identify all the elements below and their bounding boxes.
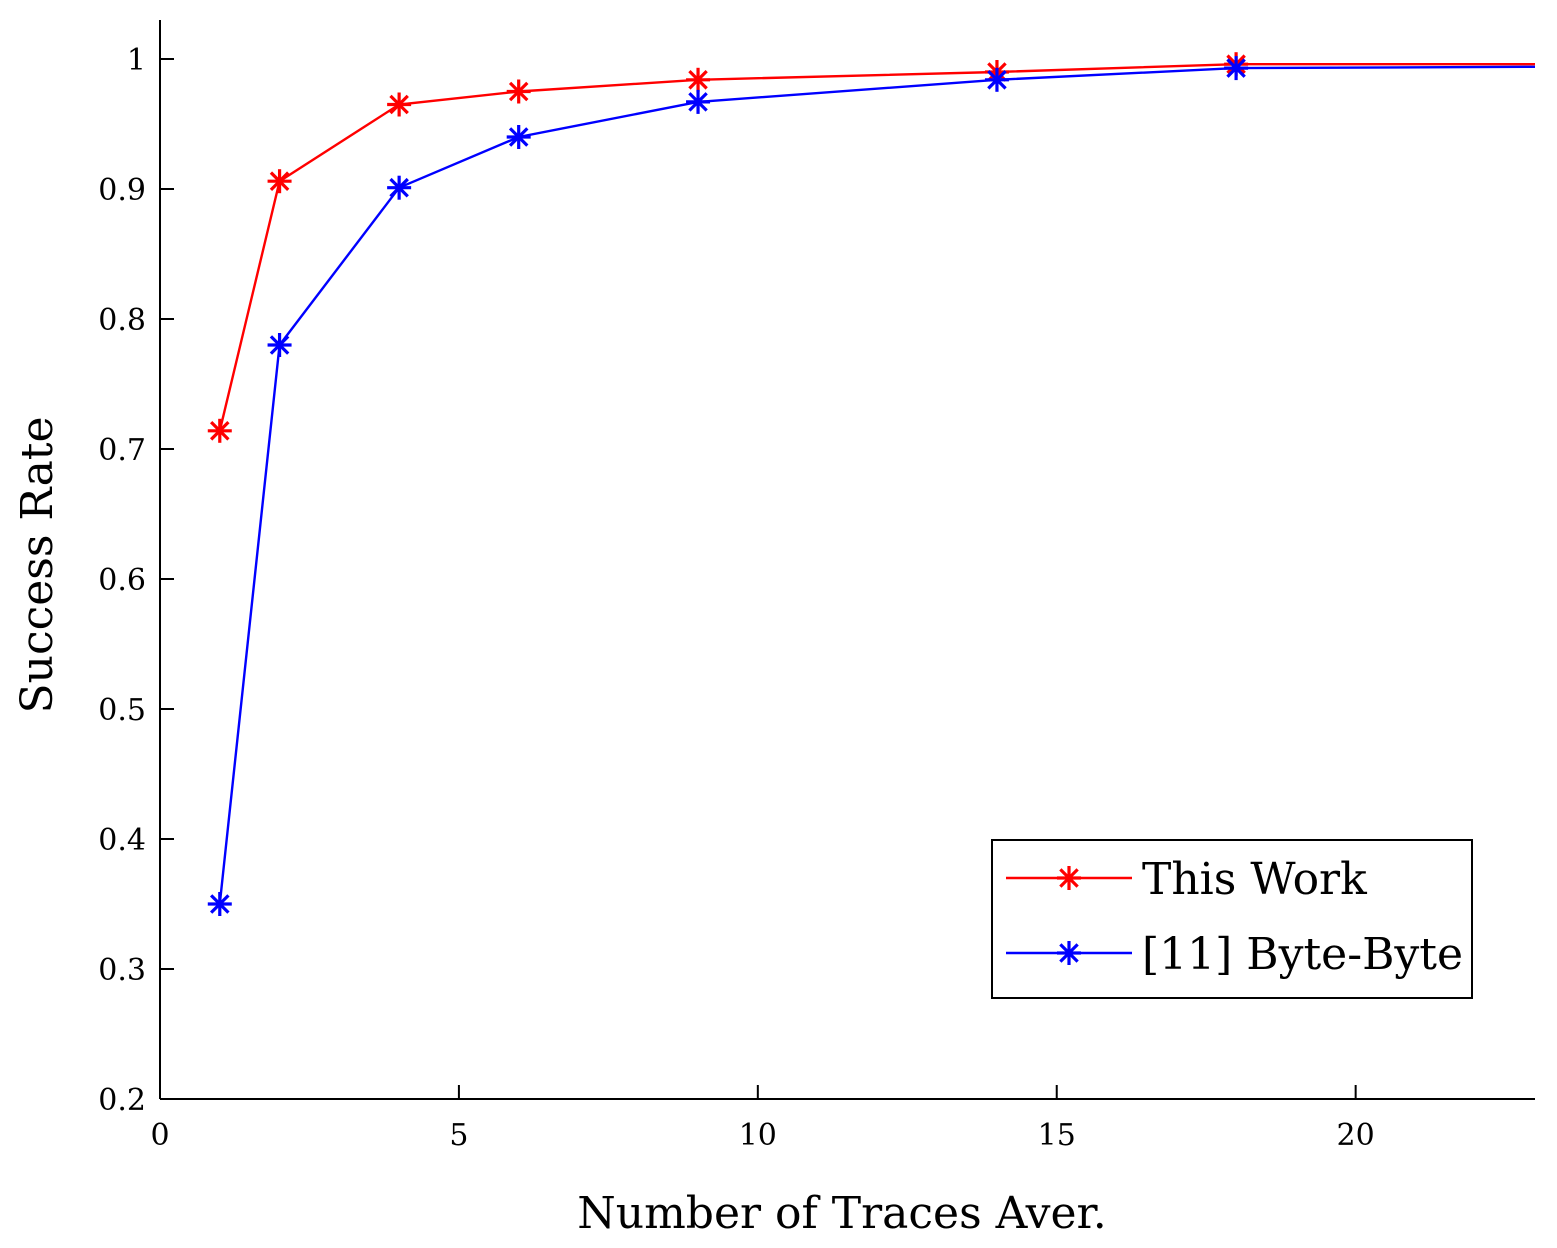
y-tick-label: 0.3 xyxy=(98,953,146,988)
marker-stroke xyxy=(269,335,290,355)
series-line xyxy=(218,65,1536,905)
data-point xyxy=(387,175,412,200)
y-tick-label: 0.7 xyxy=(98,433,146,468)
y-tick-label: 1 xyxy=(127,43,146,78)
axes: 0 5 10 15 20 0.2 0.3 0.4 0.5 0.6 0.7 0.8 0.9 1 xyxy=(98,20,1535,1153)
y-tick-label: 0.5 xyxy=(98,693,146,728)
legend-item: [11] Byte-Byte xyxy=(1006,929,1463,980)
series-this-work xyxy=(207,52,1535,443)
y-tick-label: 0.4 xyxy=(98,823,146,858)
marker-stroke xyxy=(210,894,230,914)
marker-stroke xyxy=(1059,943,1079,963)
x-tick-label: 0 xyxy=(150,1118,169,1153)
x-tick-label: 5 xyxy=(449,1118,468,1153)
marker-stroke xyxy=(688,70,708,90)
marker-stroke xyxy=(269,171,290,191)
series-layer xyxy=(207,52,1536,916)
marker-stroke xyxy=(987,70,1007,90)
marker-stroke xyxy=(389,177,409,198)
data-point xyxy=(267,333,292,357)
series-byte-byte xyxy=(207,56,1536,916)
data-point xyxy=(506,125,531,149)
series-line xyxy=(218,62,1535,432)
x-tick-label: 20 xyxy=(1337,1118,1375,1153)
x-tick-label: 15 xyxy=(1038,1118,1076,1153)
data-point xyxy=(387,92,412,117)
legend-marker xyxy=(1057,866,1081,890)
legend-box xyxy=(991,839,1473,999)
data-point xyxy=(686,89,711,114)
data-point xyxy=(686,67,711,92)
data-point xyxy=(506,79,531,104)
legend-marker xyxy=(1057,941,1081,965)
marker-stroke xyxy=(389,94,409,115)
y-tick-label: 0.2 xyxy=(98,1083,146,1118)
marker-stroke xyxy=(508,127,529,147)
marker-stroke xyxy=(1059,868,1079,888)
data-point xyxy=(267,169,292,194)
data-point xyxy=(1224,56,1249,81)
y-tick-label: 0.8 xyxy=(98,303,146,338)
marker-stroke xyxy=(508,81,529,102)
y-axis-label: Success Rate xyxy=(12,416,63,713)
data-point xyxy=(984,67,1009,92)
x-tick-label: 10 xyxy=(739,1118,777,1153)
marker-stroke xyxy=(210,421,230,441)
marker-stroke xyxy=(688,92,708,112)
legend-item: This Work xyxy=(1006,854,1367,905)
data-point xyxy=(207,418,232,443)
marker-stroke xyxy=(1226,58,1246,78)
x-axis-label: Number of Traces Aver. xyxy=(577,1188,1106,1239)
legend-label: This Work xyxy=(1142,854,1367,905)
legend: This Work [11] Byte-Byte xyxy=(991,839,1473,999)
y-tick-label: 0.6 xyxy=(98,563,146,598)
legend-label: [11] Byte-Byte xyxy=(1142,929,1463,980)
data-point xyxy=(207,892,232,916)
y-tick-label: 0.9 xyxy=(98,173,146,208)
